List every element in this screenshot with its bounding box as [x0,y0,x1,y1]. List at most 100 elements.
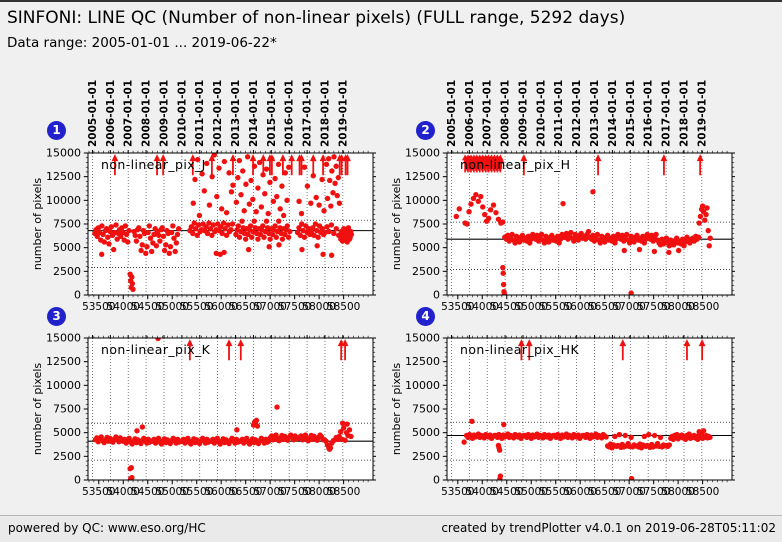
x-tick-label: 53500 [441,486,474,498]
y-tick-label: 10000 [405,379,440,392]
x-tick-label: 55000 [515,486,548,498]
x-tick-label: 57500 [637,486,670,498]
date-axis-label: 2010-01-01 [535,80,547,147]
x-tick-label: 58000 [661,486,694,498]
y-tick-label: 7500 [53,218,81,231]
y-tick-label: 10000 [46,379,81,392]
x-tick-label: 54500 [131,301,164,313]
date-axis-label: 2018-01-01 [678,80,690,147]
x-tick-label: 56000 [563,301,596,313]
date-axis-label: 2013-01-01 [230,80,242,147]
plot-panel-non-linear_pix_K: 0 2500 5000 7500 10000 12500 15000 535005400054… [31,332,376,498]
x-tick-label: 54500 [490,301,523,313]
date-axis-label: 2009-01-01 [159,80,171,147]
overflow-arrows [111,154,351,176]
y-tick-label: 7500 [53,403,81,416]
x-tick-label: 54500 [131,486,164,498]
date-axis-label: 2005-01-01 [87,80,99,147]
x-tick-label: 55500 [539,301,572,313]
date-axis-label: 2015-01-01 [266,80,278,147]
plot-parameter-label: non-linear_pix_J [101,157,206,172]
panel-3-badge: 3 [47,307,66,326]
scatter-points [92,338,354,480]
date-axis-label: 2011-01-01 [553,80,565,147]
y-axis-title: number of pixels [390,178,403,271]
x-tick-label: 57000 [612,301,645,313]
x-tick-label: 58500 [327,486,360,498]
x-tick-label: 58500 [686,486,719,498]
date-axis-label: 2006-01-01 [464,80,476,147]
y-tick-label: 15000 [46,147,81,160]
plot-area [88,338,373,480]
x-tick-label: 58000 [302,301,335,313]
x-tick-label: 58000 [302,486,335,498]
date-axis-label: 2017-01-01 [302,80,314,147]
x-tick-label: 58500 [686,301,719,313]
date-axis-label: 2005-01-01 [446,80,458,147]
plot-area [447,153,732,295]
axis-ticks [442,335,735,485]
plot-parameter-label: non-linear_pix_HK [460,342,579,357]
y-tick-label: 15000 [405,332,440,345]
x-tick-label: 58000 [661,301,694,313]
scatter-points [92,153,355,293]
date-axis-label: 2012-01-01 [212,80,224,147]
date-axis-label: 2011-01-01 [194,80,206,147]
y-tick-label: 12500 [46,355,81,368]
y-tick-label: 0 [74,289,81,302]
x-tick-label: 53500 [82,301,115,313]
y-tick-label: 7500 [412,403,440,416]
y-tick-label: 7500 [412,218,440,231]
data-range-subtitle: Data range: 2005-01-01 ... 2019-06-22* [7,35,277,51]
x-tick-label: 55500 [180,486,213,498]
x-tick-label: 54500 [490,486,523,498]
plot-panel-non-linear_pix_HK: 0 2500 5000 7500 10000 12500 15000 535005400054… [390,332,735,498]
x-tick-label: 56500 [588,486,621,498]
plot-panel-non-linear_pix_H: 0 2500 5000 7500 10000 12500 15000 535005400054… [390,80,735,313]
x-tick-label: 56000 [563,486,596,498]
plot-parameter-label: non-linear_pix_H [460,157,570,172]
scatter-points [461,418,713,480]
date-axis-label: 2013-01-01 [589,80,601,147]
x-tick-label: 54000 [107,301,140,313]
y-tick-label: 12500 [405,355,440,368]
date-axis-label: 2018-01-01 [319,80,331,147]
x-tick-label: 54000 [107,486,140,498]
y-tick-label: 0 [74,474,81,487]
y-axis-title: number of pixels [390,363,403,456]
x-tick-label: 55500 [180,301,213,313]
plot-panel-non-linear_pix_J: 0 2500 5000 7500 10000 12500 15000 535005400054… [31,80,376,313]
x-tick-label: 57500 [278,301,311,313]
x-tick-label: 53500 [441,301,474,313]
date-axis-label: 2019-01-01 [337,80,349,147]
date-axis-label: 2010-01-01 [176,80,188,147]
axis-ticks [83,335,376,485]
y-tick-label: 2500 [53,450,81,463]
date-axis-label: 2017-01-01 [661,80,673,147]
x-tick-label: 58500 [327,301,360,313]
footer-created-by: created by trendPlotter v4.0.1 on 2019-0… [441,521,776,535]
page-title: SINFONI: LINE QC (Number of non-linear p… [7,8,626,28]
x-tick-label: 56500 [229,486,262,498]
date-axis-label: 2012-01-01 [571,80,583,147]
y-tick-label: 10000 [405,194,440,207]
axis-ticks [83,150,376,300]
report-footer: powered by QC: www.eso.org/HC created by… [0,515,782,542]
x-tick-label: 56000 [204,486,237,498]
x-tick-label: 55000 [156,301,189,313]
overflow-arrows [461,154,704,176]
y-tick-label: 15000 [46,332,81,345]
date-axis-label: 2014-01-01 [248,80,260,147]
y-tick-label: 12500 [405,170,440,183]
x-tick-label: 55000 [515,301,548,313]
axis-ticks [442,150,735,300]
x-tick-label: 57500 [278,486,311,498]
date-axis-label: 2016-01-01 [284,80,296,147]
x-tick-label: 57000 [253,301,286,313]
y-tick-label: 5000 [412,426,440,439]
y-tick-label: 2500 [412,265,440,278]
x-tick-label: 54000 [466,301,499,313]
y-tick-label: 12500 [46,170,81,183]
